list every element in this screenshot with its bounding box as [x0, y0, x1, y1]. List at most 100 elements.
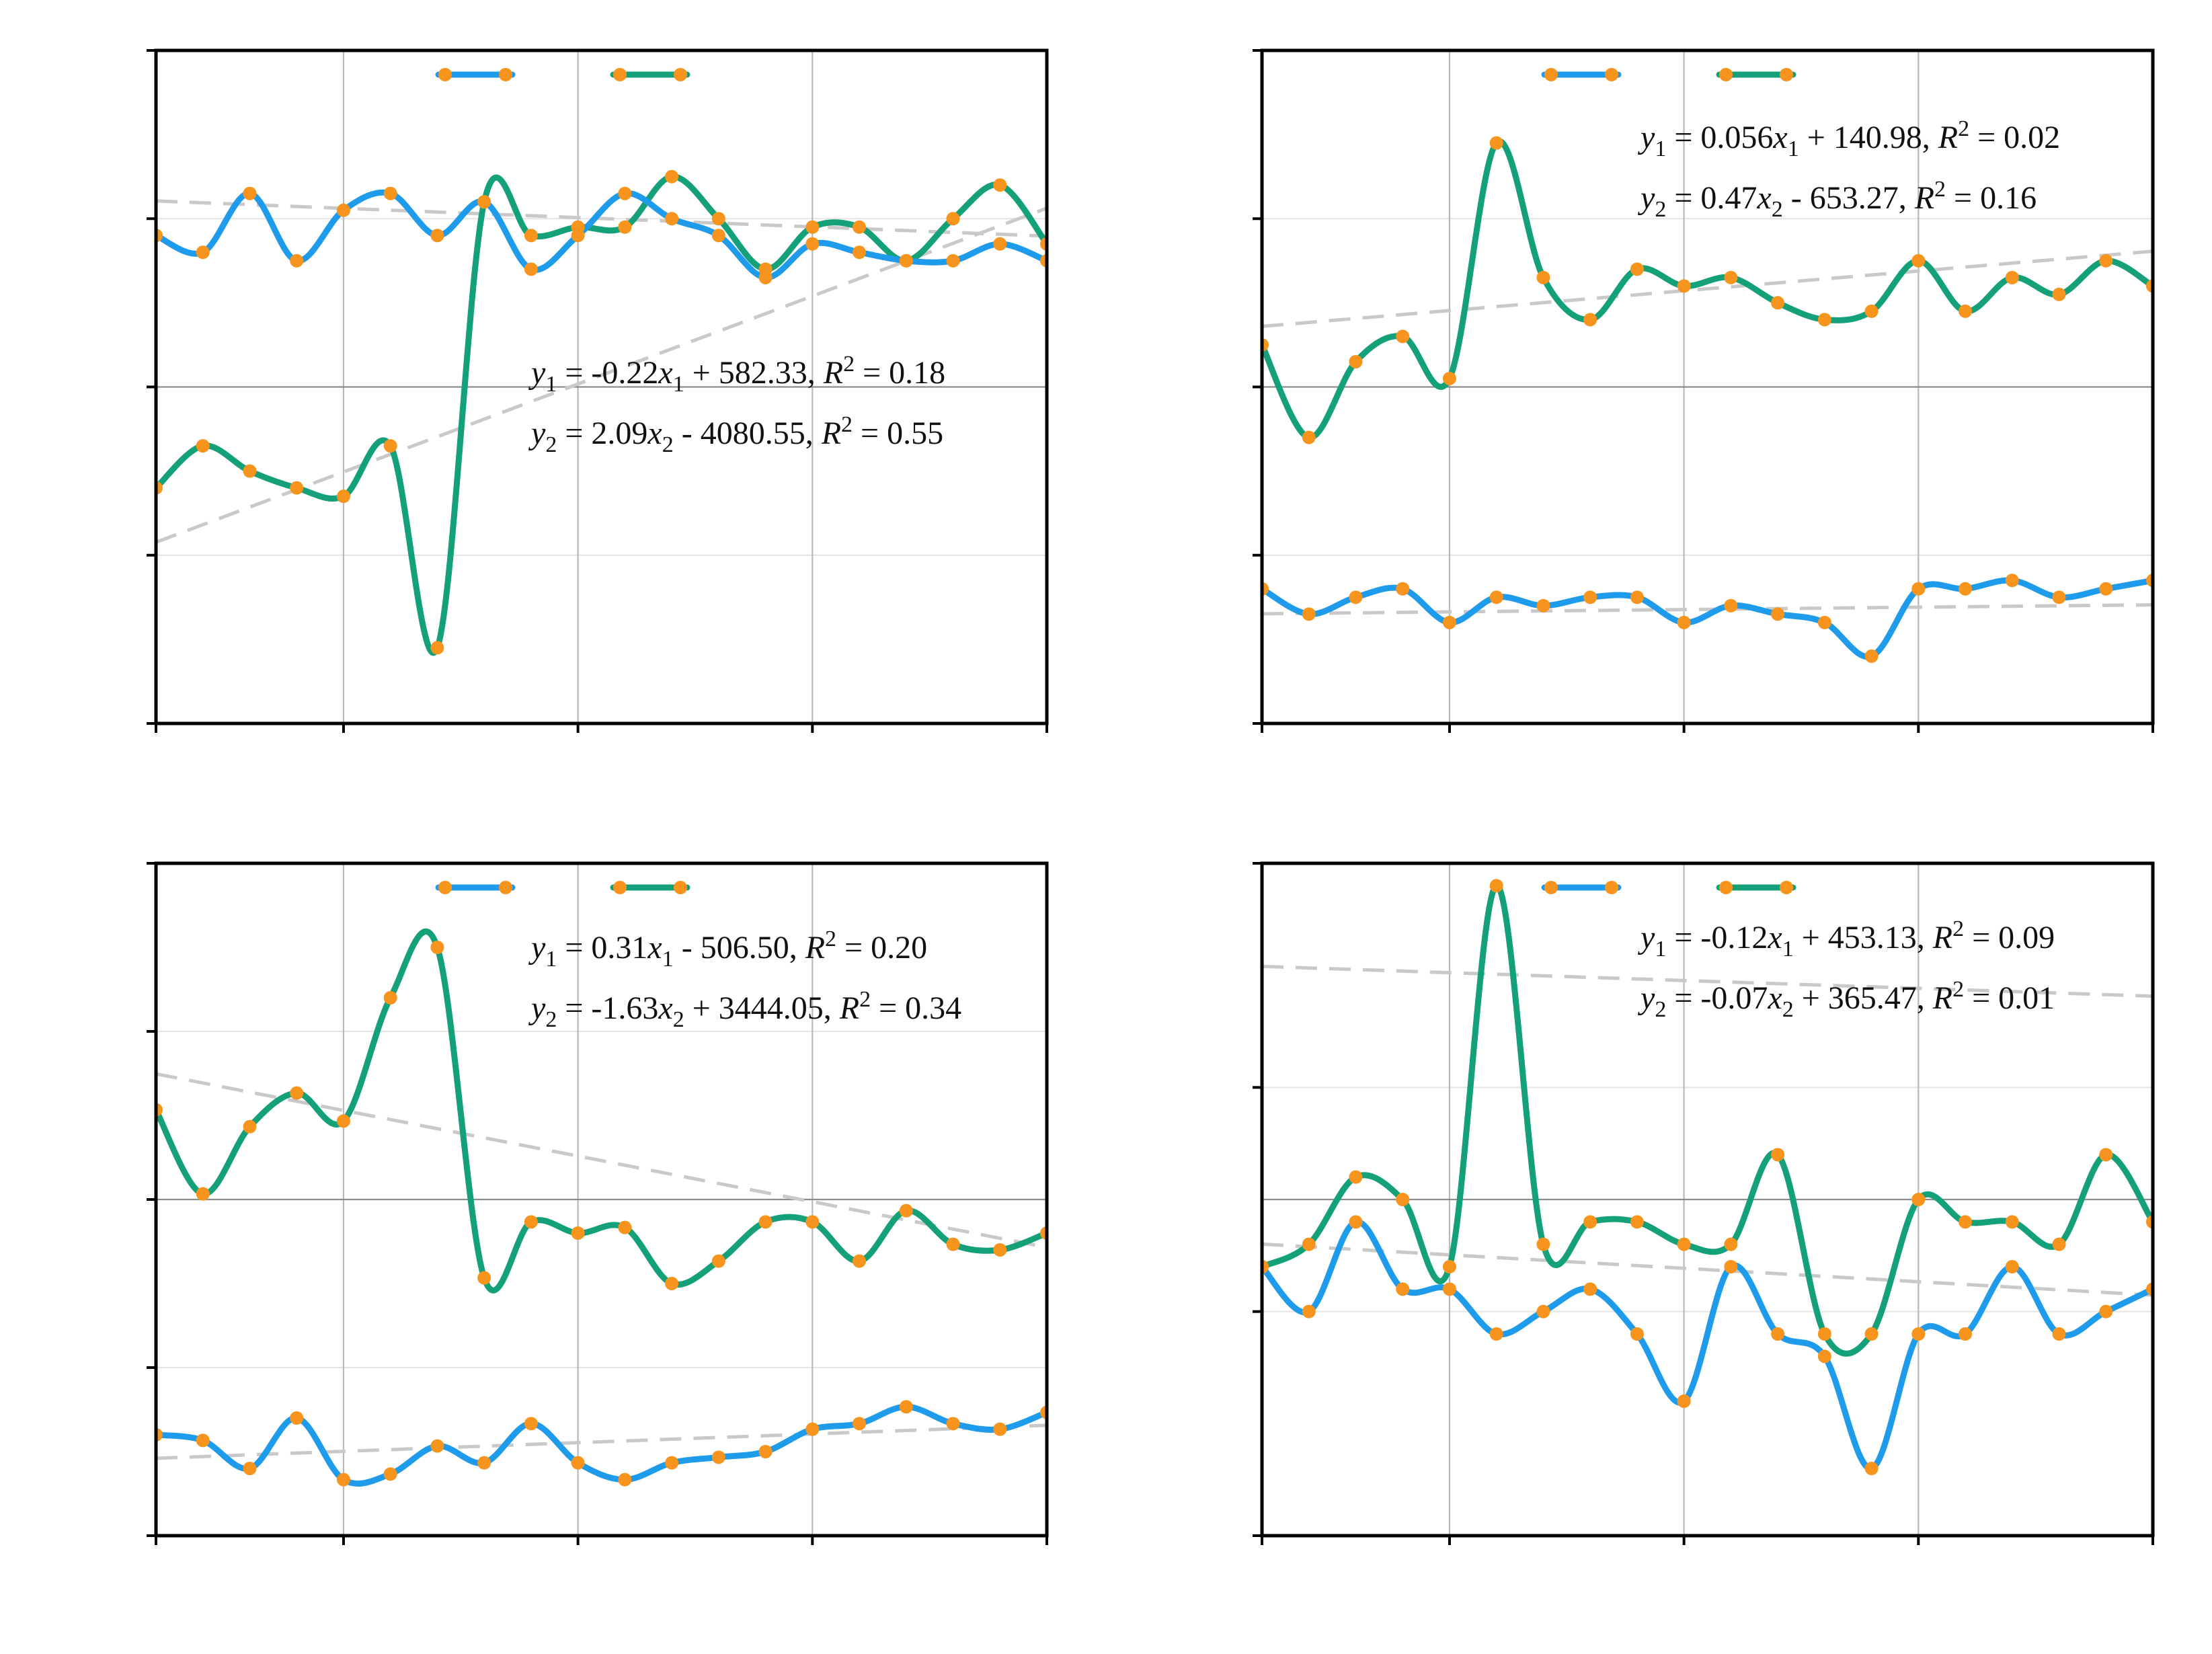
eq-r-value: = 0.18	[855, 355, 945, 391]
data-point-ndvi	[1911, 253, 1926, 268]
data-point-sif	[993, 237, 1007, 251]
data-point-ndvi	[196, 439, 210, 453]
eq-y-subscript: 1	[545, 947, 557, 972]
legend	[1541, 68, 1796, 81]
eq-r: R	[1932, 920, 1952, 955]
legend	[435, 881, 690, 894]
eq-x-subscript: 1	[673, 372, 684, 397]
data-point-ndvi	[1536, 1237, 1550, 1251]
data-point-ndvi	[2052, 287, 2066, 301]
eq-x: x	[647, 930, 662, 966]
data-point-ndvi	[243, 464, 257, 478]
data-point-sif	[1489, 1327, 1503, 1341]
eq-r: R	[805, 930, 825, 966]
data-point-ndvi	[1396, 329, 1410, 344]
data-point-ndvi	[1630, 1215, 1644, 1229]
data-point-ndvi	[430, 641, 444, 655]
data-point-sif	[1349, 1215, 1363, 1229]
regression-equation-2: y2 = 0.47x2 - 653.27, R2 = 0.16	[1637, 177, 2037, 222]
data-point-sif	[1864, 1462, 1879, 1475]
data-point-sif	[1817, 1349, 1831, 1364]
data-point-ndvi	[430, 941, 444, 954]
data-point-sif	[711, 1450, 725, 1464]
legend-marker	[1544, 881, 1558, 894]
data-point-sif	[196, 245, 210, 260]
data-point-sif	[1724, 1260, 1738, 1273]
data-point-ndvi	[571, 1226, 585, 1240]
eq-r-superscript: 2	[1958, 116, 1969, 141]
eq-r-superscript: 2	[825, 927, 836, 951]
trend-line-1	[1262, 603, 2153, 616]
data-point-ndvi	[853, 1254, 867, 1268]
data-point-sif	[618, 186, 632, 200]
data-point-sif	[758, 270, 773, 284]
data-point-sif	[1864, 649, 1879, 663]
eq-intercept: + 453.13,	[1794, 920, 1933, 955]
plot-data	[156, 929, 1047, 1487]
data-point-sif	[711, 229, 725, 243]
trend-line-2	[1262, 249, 2153, 328]
data-point-ndvi	[290, 481, 304, 495]
plot-data	[1262, 879, 2153, 1475]
data-point-sif	[899, 253, 913, 268]
data-point-ndvi	[899, 1204, 913, 1218]
data-point-sif	[1911, 1327, 1926, 1341]
eq-slope: = 0.056	[1666, 120, 1773, 155]
regression-equation-2: y2 = 2.09x2 - 4080.55, R2 = 0.55	[528, 412, 943, 457]
legend-marker	[499, 68, 512, 81]
data-point-ndvi	[336, 489, 350, 504]
data-point-ndvi	[1536, 270, 1550, 284]
data-point-ndvi	[1959, 1215, 1973, 1229]
data-point-ndvi	[993, 1243, 1007, 1257]
data-point-ndvi	[524, 1215, 538, 1229]
data-point-sif	[665, 212, 679, 226]
data-point-sif	[430, 1439, 444, 1453]
eq-x-subscript: 1	[1782, 937, 1794, 961]
eq-y: y	[1637, 980, 1655, 1016]
eq-intercept: + 3444.05,	[684, 990, 840, 1026]
data-point-ndvi	[1442, 371, 1456, 385]
eq-intercept: + 365.47,	[1794, 980, 1933, 1016]
series-line-sif	[1262, 1218, 2153, 1472]
legend-marker	[1780, 68, 1793, 81]
trend-line-1	[156, 199, 1047, 238]
eq-intercept: - 506.50,	[674, 930, 805, 966]
data-point-sif	[2052, 1327, 2066, 1341]
data-point-sif	[2005, 574, 2019, 588]
legend-marker	[1719, 68, 1733, 81]
data-point-ndvi	[1864, 1327, 1879, 1341]
data-point-sif	[477, 1456, 491, 1470]
eq-y-subscript: 1	[1655, 136, 1666, 161]
data-point-ndvi	[196, 1187, 210, 1201]
legend-marker	[1544, 68, 1558, 81]
data-point-sif	[1771, 1327, 1785, 1341]
data-point-ndvi	[946, 212, 960, 226]
series-line-ndvi	[156, 173, 1047, 656]
eq-r: R	[1932, 980, 1952, 1016]
data-point-sif	[1771, 607, 1785, 621]
eq-y-subscript: 2	[1655, 197, 1666, 222]
trend-line-1	[1262, 1242, 2153, 1297]
data-point-sif	[2099, 1304, 2113, 1318]
eq-x-subscript: 1	[662, 947, 674, 972]
regression-equation-2: y2 = -0.07x2 + 365.47, R2 = 0.01	[1637, 977, 2055, 1022]
data-point-ndvi	[1302, 1237, 1316, 1251]
data-point-sif	[805, 237, 820, 251]
data-point-sif	[1583, 1282, 1597, 1296]
eq-r: R	[1938, 120, 1958, 155]
eq-r-superscript: 2	[1952, 916, 1964, 941]
legend-marker	[499, 881, 512, 894]
data-point-sif	[618, 1472, 632, 1487]
data-point-sif	[1302, 1304, 1316, 1318]
data-point-ndvi	[665, 169, 679, 184]
legend-marker	[674, 881, 687, 894]
eq-slope: = -1.63	[557, 990, 658, 1026]
data-point-ndvi	[2099, 1148, 2113, 1162]
data-point-ndvi	[711, 1254, 725, 1268]
data-point-sif	[1349, 590, 1363, 604]
data-point-sif	[1489, 590, 1503, 604]
legend-marker	[674, 68, 687, 81]
eq-y-subscript: 2	[1655, 997, 1666, 1022]
